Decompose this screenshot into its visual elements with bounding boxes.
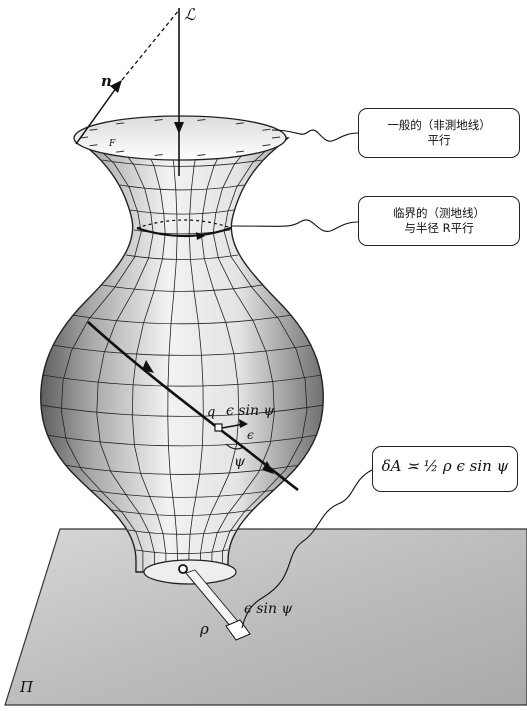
meridian-line [188, 146, 204, 572]
axis-label: ℒ [184, 5, 196, 24]
axis-arrow-head [174, 122, 184, 134]
callout-critical-line2: 与半径 R平行 [404, 221, 474, 235]
meridian-line [60, 142, 144, 572]
plane-label: Π [19, 678, 34, 696]
epsilon-sin-psi-upper: ϵ sin ψ [226, 403, 275, 419]
rim-markers [79, 119, 281, 156]
leader-critical [231, 219, 359, 232]
normal-vector [75, 83, 120, 145]
parallel-line [101, 159, 263, 167]
parallel-line [40, 404, 324, 417]
parallel-line [89, 489, 275, 498]
rim-tick [262, 128, 271, 131]
epsilon-sin-psi-lower: ϵ sin ψ [244, 601, 293, 617]
normal-dashed-guide [121, 9, 180, 81]
meridian-line [131, 145, 167, 572]
psi-label: ψ [234, 454, 246, 470]
psi-angle-arc [225, 443, 245, 450]
meridian-line [96, 144, 155, 572]
parallel-line [71, 314, 293, 325]
meridian-line [222, 141, 308, 572]
rim-tick [197, 154, 206, 156]
area-formula: δA ≍ ½ ρ ϵ sin ψ [381, 457, 509, 475]
normal-arrow-head [110, 80, 122, 93]
callout-critical-line1: 临界的（测地线） [393, 206, 485, 220]
rho-label: ρ [199, 620, 209, 638]
meridian-line [200, 145, 240, 572]
rim-tick [116, 122, 125, 125]
leader-area [241, 469, 373, 629]
epsilon-label: ϵ [247, 428, 254, 442]
callout-general-line2: 平行 [427, 133, 451, 147]
parallel-line [101, 284, 263, 292]
parallel-line [119, 184, 245, 191]
parallel-line [111, 509, 253, 516]
rim-tick [89, 144, 98, 147]
leader-general [271, 129, 359, 142]
rim-tick [116, 150, 125, 153]
parallel-line [41, 374, 323, 387]
callout-general-parallel: 一般的（非測地线） 平行 [358, 108, 520, 158]
geodesic-arrow-1 [142, 360, 154, 373]
parallel-line [135, 549, 229, 555]
rim-tick [89, 128, 98, 131]
meridian-line [211, 144, 275, 572]
small-parallelogram [225, 619, 251, 641]
parallel-line [51, 344, 313, 356]
callout-critical-parallel: 临界的（测地线） 与半径 R平行 [358, 196, 520, 246]
meridian-line [167, 146, 178, 572]
parallel-line [45, 434, 319, 447]
parallel-line [129, 209, 235, 215]
rim-tick [197, 119, 206, 121]
rim-tick [235, 150, 244, 153]
epsilon-vector-head [239, 419, 248, 428]
rim-tick [262, 144, 271, 147]
rim-tick [154, 119, 163, 121]
parallel-line [127, 529, 237, 535]
normal-label: n [101, 72, 112, 90]
rim-marker-label: F [108, 139, 116, 149]
top-opening [73, 115, 287, 161]
callout-area-formula: δA ≍ ½ ρ ϵ sin ψ [372, 446, 518, 492]
critical-parallel-arrow [196, 232, 205, 240]
point-q-marker [214, 423, 223, 432]
geodesic-arrow-2 [262, 461, 274, 474]
plane-pi [4, 528, 527, 706]
base-point [178, 564, 188, 574]
parallel-line [125, 254, 239, 260]
rim-tick [154, 154, 163, 156]
point-q-label: q [207, 405, 215, 420]
critical-parallel-back [136, 219, 232, 229]
rim-tick [271, 136, 281, 139]
rim-tick [235, 122, 244, 125]
critical-parallel [136, 226, 232, 238]
callout-general-line1: 一般的（非測地线） [387, 118, 491, 132]
